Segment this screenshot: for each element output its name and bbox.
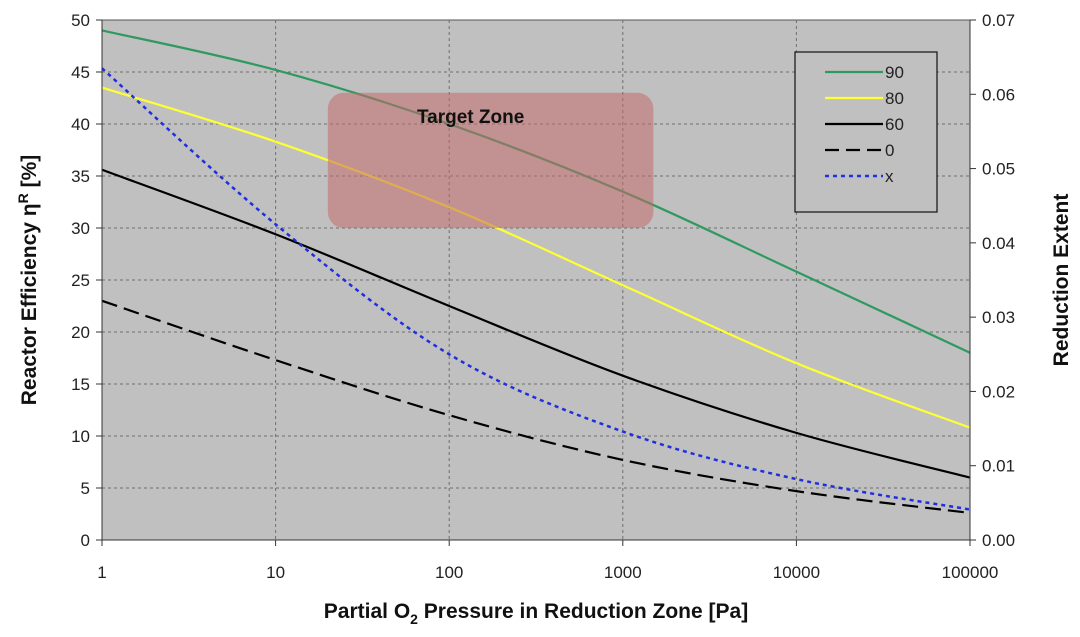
legend-label-80: 80 <box>885 89 904 108</box>
y-tick-label-right: 0.02 <box>982 382 1015 401</box>
y-tick-label-left: 0 <box>81 531 90 550</box>
series-line-x <box>101 67 971 511</box>
legend: 90 80 60 0 x <box>794 51 938 213</box>
y-tick-label-right: 0.00 <box>982 531 1015 550</box>
x-tick-label: 100 <box>435 563 463 582</box>
series-line-80 <box>101 86 971 429</box>
x-tick-label: 10000 <box>773 563 820 582</box>
y-tick-label-right: 0.03 <box>982 308 1015 327</box>
x-tick-label: 100000 <box>942 563 999 582</box>
x-tick-label: 1000 <box>604 563 642 582</box>
y-axis-title-right: Reduction Extent <box>1050 194 1073 367</box>
y-tick-label-right: 0.04 <box>982 234 1015 253</box>
legend-label-90: 90 <box>885 63 904 82</box>
series-line-60 <box>101 168 971 479</box>
target-zone-label: Target Zone <box>417 107 524 128</box>
y-tick-label-left: 15 <box>71 375 90 394</box>
y-tick-label-left: 5 <box>81 479 90 498</box>
target-zone-box <box>327 92 654 228</box>
y-tick-label-left: 50 <box>71 11 90 30</box>
y-tick-label-left: 10 <box>71 427 90 446</box>
y-tick-label-right: 0.05 <box>982 160 1015 179</box>
y-tick-label-left: 20 <box>71 323 90 342</box>
legend-box <box>794 51 938 213</box>
y-tick-label-right: 0.01 <box>982 457 1015 476</box>
y-tick-label-left: 45 <box>71 63 90 82</box>
axes: 0 5 10 15 20 25 30 35 40 45 50 1 10 100 1000 10000 10000… <box>71 11 1015 582</box>
x-axis-title: Partial O2 Pressure in Reduction Zone [P… <box>324 600 748 627</box>
y-tick-label-left: 30 <box>71 219 90 238</box>
y-tick-label-left: 25 <box>71 271 90 290</box>
y-tick-label-right: 0.07 <box>982 11 1015 30</box>
series-line-0 <box>101 299 971 515</box>
legend-label-60: 60 <box>885 115 904 134</box>
x-tick-label: 1 <box>97 563 106 582</box>
y-axis-title-left: Reactor Efficiency ηR [%] <box>15 155 41 406</box>
y-tick-label-left: 40 <box>71 115 90 134</box>
y-tick-label-left: 35 <box>71 167 90 186</box>
x-tick-label: 10 <box>266 563 285 582</box>
y-tick-label-right: 0.06 <box>982 85 1015 104</box>
legend-label-x: x <box>885 167 894 186</box>
target-zone: Target Zone <box>327 92 654 228</box>
legend-label-0: 0 <box>885 141 894 160</box>
